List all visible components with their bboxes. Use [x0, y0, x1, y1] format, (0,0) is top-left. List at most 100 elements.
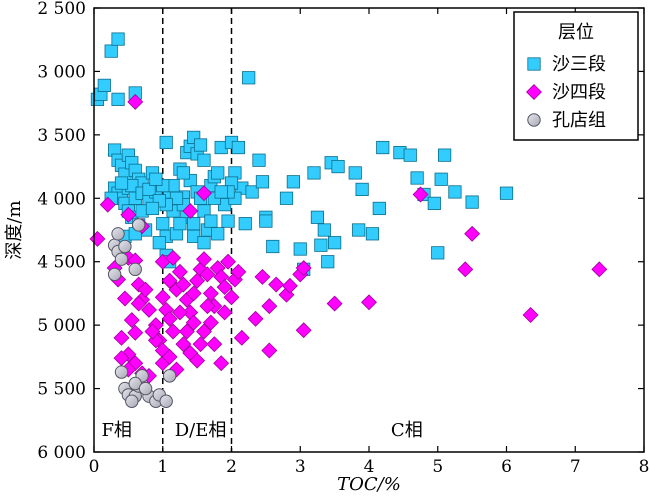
data-point-series-1: [242, 71, 256, 85]
y-tick-label: 3 500: [37, 126, 86, 146]
y-tick-label: 4 000: [37, 189, 86, 209]
data-point-series-1: [307, 166, 321, 180]
data-point-series-1: [410, 171, 424, 185]
data-point-series-2: [261, 342, 278, 359]
data-point-series-2: [199, 266, 216, 283]
data-point-series-2: [175, 276, 192, 293]
data-point-series-1: [252, 153, 266, 167]
data-point-series-2: [130, 295, 147, 312]
legend-label-3: 孔店组: [552, 110, 606, 131]
data-point-series-3: [159, 394, 173, 408]
data-point-series-2: [281, 277, 298, 294]
data-point-series-2: [464, 225, 481, 242]
data-point-series-2: [202, 314, 219, 331]
data-point-series-3: [111, 227, 125, 241]
data-point-series-2: [116, 290, 133, 307]
data-point-series-2: [99, 196, 116, 213]
data-point-series-2: [361, 294, 377, 311]
data-point-series-1: [403, 148, 417, 162]
data-point-series-2: [161, 272, 178, 289]
data-point-series-1: [266, 239, 280, 254]
data-point-series-2: [196, 185, 212, 202]
data-point-series-2: [196, 323, 212, 340]
data-point-series-2: [123, 312, 140, 329]
data-point-series-2: [254, 268, 271, 285]
y-axis-title: 深度/m: [4, 200, 25, 259]
data-point-series-1: [176, 166, 190, 180]
data-point-series-1: [104, 44, 118, 58]
y-tick-label: 3 000: [37, 62, 86, 82]
data-point-series-2: [127, 93, 144, 110]
data-point-series-1: [286, 175, 300, 189]
x-tick-label: 4: [364, 457, 375, 477]
data-point-series-2: [206, 336, 223, 353]
data-point-series-1: [293, 242, 307, 256]
y-tick-label: 2 500: [37, 0, 86, 19]
data-point-series-2: [268, 276, 285, 293]
data-point-series-3: [118, 239, 132, 254]
data-point-series-1: [427, 196, 441, 210]
data-point-series-2: [192, 336, 209, 353]
data-point-series-1: [204, 214, 218, 228]
x-tick-label: 3: [295, 457, 306, 477]
data-point-series-1: [355, 182, 369, 197]
x-tick-label: 1: [157, 457, 168, 477]
data-point-series-2: [120, 206, 137, 223]
data-point-series-1: [149, 172, 163, 186]
data-point-series-2: [141, 301, 157, 318]
data-point-series-2: [165, 249, 182, 266]
data-point-series-2: [175, 336, 192, 353]
data-point-series-2: [165, 323, 182, 340]
data-point-series-3: [138, 381, 153, 396]
legend-marker-1: [527, 57, 541, 71]
data-point-series-2: [161, 310, 178, 327]
x-tick-label: 2: [226, 457, 237, 477]
data-point-series-2: [202, 285, 219, 302]
data-point-series-3: [107, 267, 122, 282]
data-point-series-1: [365, 227, 380, 241]
region-label: F相: [101, 420, 132, 441]
data-point-series-2: [591, 261, 608, 278]
data-point-series-2: [216, 279, 233, 296]
y-tick-label: 4 500: [37, 253, 86, 273]
data-point-series-2: [457, 261, 474, 278]
data-point-series-1: [317, 223, 331, 237]
data-point-series-2: [189, 352, 206, 369]
data-point-series-1: [314, 238, 328, 252]
data-point-series-3: [162, 369, 177, 383]
data-point-series-1: [376, 140, 390, 155]
legend-marker-3: [527, 113, 541, 127]
data-point-series-2: [230, 263, 247, 280]
data-point-series-2: [137, 281, 154, 298]
region-label: C相: [391, 420, 423, 441]
data-point-series-2: [171, 263, 188, 280]
x-tick-label: 5: [432, 457, 443, 477]
data-point-series-1: [310, 210, 325, 224]
data-point-series-1: [438, 148, 452, 162]
data-point-series-1: [197, 153, 211, 167]
x-tick-label: 0: [89, 457, 100, 477]
data-point-series-1: [211, 166, 225, 180]
data-point-series-3: [114, 252, 129, 266]
legend-label-2: 沙四段: [552, 82, 606, 103]
data-point-series-1: [152, 236, 166, 250]
data-point-series-1: [145, 201, 160, 216]
data-point-series-3: [131, 218, 146, 232]
x-tick-label: 7: [570, 457, 581, 477]
data-point-series-1: [259, 214, 273, 228]
data-point-series-1: [111, 32, 125, 46]
data-point-series-2: [182, 203, 199, 219]
data-point-series-2: [216, 304, 233, 321]
data-point-series-2: [522, 307, 539, 323]
data-point-series-1: [331, 159, 345, 174]
data-point-series-1: [352, 223, 366, 237]
data-point-series-2: [161, 348, 178, 365]
data-point-series-2: [113, 329, 130, 346]
x-axis-title: TOC/%: [337, 474, 401, 495]
data-point-series-1: [221, 214, 235, 228]
data-point-series-2: [127, 324, 144, 341]
data-point-series-1: [465, 195, 479, 209]
data-point-series-1: [448, 185, 462, 199]
